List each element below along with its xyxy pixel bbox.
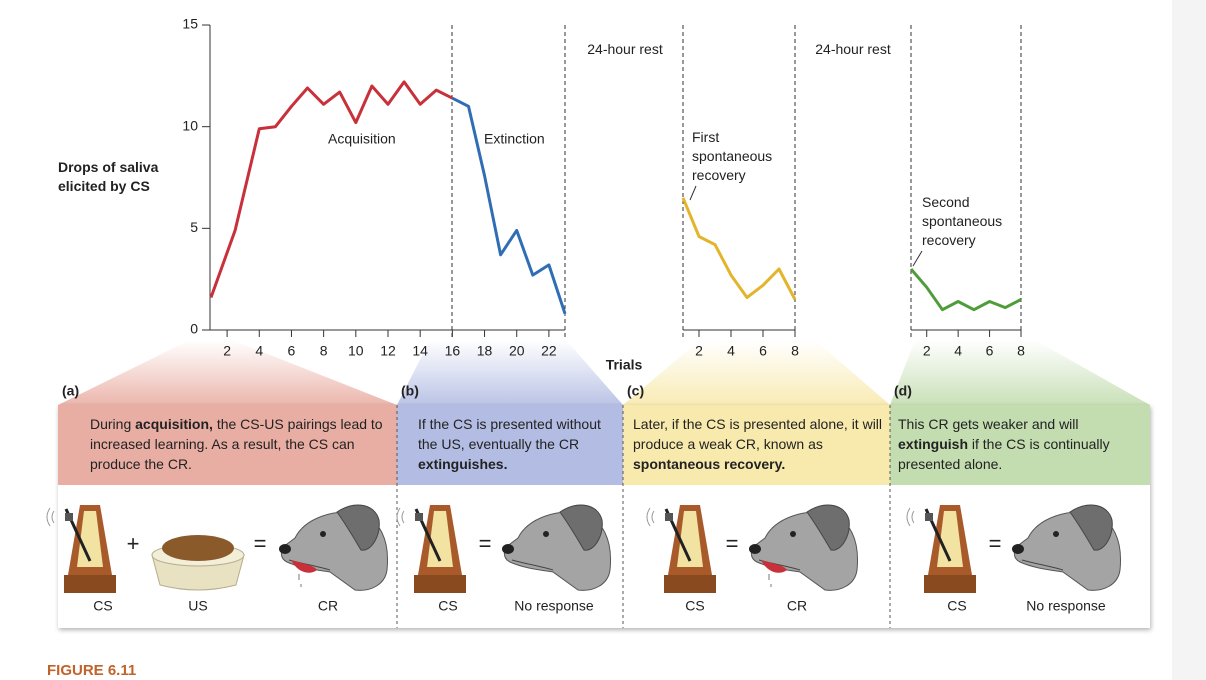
operator: + [127, 531, 140, 556]
y-axis-label: Drops of saliva elicited by CS [58, 159, 159, 194]
operator: = [254, 531, 267, 556]
series-label: Second spontaneous recovery [922, 194, 1003, 248]
operator: = [726, 531, 739, 556]
x-tick-label: 6 [759, 343, 767, 359]
x-tick-label: 14 [412, 343, 428, 359]
operator: = [989, 531, 1002, 556]
data-line [681, 197, 797, 301]
caption: CS [93, 598, 112, 614]
y-tick-label: 5 [190, 219, 198, 235]
x-tick-label: 6 [288, 343, 296, 359]
x-tick-label: 8 [1017, 343, 1025, 359]
x-axis-label: Trials [606, 357, 643, 373]
x-tick-label: 20 [509, 343, 525, 359]
x-tick-label: 6 [986, 343, 994, 359]
x-tick-label: 2 [923, 343, 931, 359]
operator: = [479, 531, 492, 556]
panel-label: (c) [627, 383, 644, 399]
text-run: Later, if the CS is presented alone, it … [633, 416, 883, 452]
text-run: extinguish [898, 436, 969, 452]
text-run: If the CS is presented without the US, e… [418, 416, 601, 452]
x-tick-label: 12 [380, 343, 396, 359]
series-label: Acquisition [328, 131, 396, 147]
x-tick-label: 4 [727, 343, 735, 359]
text-run: the CS-US pairings lead to increased lea… [90, 416, 383, 472]
leader-line [689, 185, 697, 201]
y-tick-label: 0 [190, 321, 198, 337]
data-line [209, 80, 454, 299]
text-run: acquisition, [135, 416, 213, 432]
leader-line [912, 250, 923, 267]
panel-header [890, 405, 1150, 485]
y-tick-label: 10 [182, 117, 198, 133]
series-label: First spontaneous recovery [692, 129, 773, 183]
rest-label: 24-hour rest [587, 41, 663, 57]
caption: CR [787, 598, 807, 614]
x-tick-label: 10 [348, 343, 364, 359]
rest-label: 24-hour rest [815, 41, 891, 57]
panel-header [623, 405, 890, 485]
x-tick-label: 2 [223, 343, 231, 359]
x-tick-label: 16 [445, 343, 461, 359]
text-run: This CR gets weaker and will [898, 416, 1079, 432]
panel-label: (d) [894, 383, 912, 399]
panel-text: Later, if the CS is presented alone, it … [633, 414, 883, 474]
bowl-icon [151, 535, 245, 591]
x-tick-label: 2 [695, 343, 703, 359]
panel-header [397, 405, 623, 485]
panel-header [58, 405, 397, 485]
figure-label: FIGURE 6.11 [47, 662, 136, 679]
x-tick-label: 18 [477, 343, 493, 359]
x-tick-label: 8 [791, 343, 799, 359]
data-line [909, 268, 1022, 312]
caption: CR [318, 598, 338, 614]
panel-label: (a) [62, 383, 79, 399]
panel-text: During acquisition, the CS-US pairings l… [90, 414, 390, 474]
caption: CS [438, 598, 457, 614]
bowl-food [162, 535, 234, 561]
panel-text: If the CS is presented without the US, e… [418, 414, 613, 474]
series-label: Extinction [484, 131, 545, 147]
caption: No response [1026, 598, 1106, 614]
text-run: spontaneous recovery. [633, 456, 786, 472]
data-line [451, 96, 567, 315]
caption: No response [514, 598, 594, 614]
y-tick-label: 15 [182, 16, 198, 32]
x-tick-label: 4 [954, 343, 962, 359]
x-tick-label: 22 [541, 343, 557, 359]
text-run: During [90, 416, 136, 432]
x-tick-label: 8 [320, 343, 328, 359]
caption: CS [947, 598, 966, 614]
caption: US [188, 598, 207, 614]
caption: CS [685, 598, 704, 614]
text-run: if the CS is continually presented alone… [898, 436, 1110, 472]
panel-label: (b) [401, 383, 419, 399]
panel-text: This CR gets weaker and will extinguish … [898, 414, 1143, 474]
x-tick-label: 4 [255, 343, 263, 359]
text-run: extinguishes. [418, 456, 508, 472]
